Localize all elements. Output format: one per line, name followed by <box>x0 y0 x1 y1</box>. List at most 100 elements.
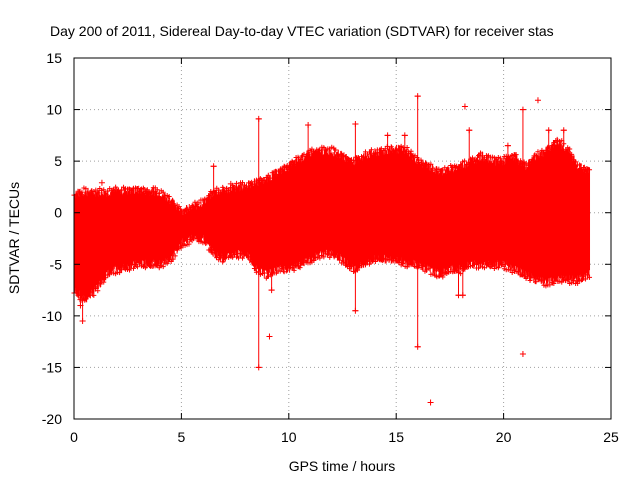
data-point <box>559 279 565 285</box>
data-point <box>253 177 259 183</box>
data-point <box>525 273 531 279</box>
data-point <box>297 265 303 271</box>
spike-point <box>401 132 408 139</box>
data-point <box>426 265 432 271</box>
data-point <box>525 162 531 168</box>
x-tick-label: 5 <box>178 429 186 445</box>
data-point <box>475 265 481 271</box>
data-point <box>297 156 303 162</box>
y-tick-label: -20 <box>42 411 62 427</box>
data-point <box>410 260 416 266</box>
data-point <box>134 264 140 270</box>
spike-point <box>427 399 434 406</box>
x-tick-label: 20 <box>496 429 512 445</box>
data-point <box>400 261 406 267</box>
plot-frame <box>73 57 612 420</box>
data-point <box>472 261 478 267</box>
spike-point <box>79 318 86 325</box>
data-point <box>527 159 533 165</box>
data-point <box>265 172 271 178</box>
data-point <box>208 247 214 253</box>
data-point <box>547 146 553 152</box>
data-point <box>101 279 107 285</box>
data-point <box>176 204 182 210</box>
data-point <box>567 146 573 152</box>
spike-point <box>466 127 473 134</box>
data-point <box>136 260 142 266</box>
data-point <box>577 162 583 168</box>
x-tick-label: 25 <box>603 429 619 445</box>
data-point <box>499 159 505 165</box>
data-point <box>543 147 549 153</box>
data-point <box>456 164 462 170</box>
data-point <box>450 269 456 275</box>
data-point <box>251 266 257 272</box>
data-point <box>315 150 321 156</box>
data-point <box>117 270 123 276</box>
data-point <box>291 162 297 168</box>
data-point <box>95 288 101 294</box>
chart-title: Day 200 of 2011, Sidereal Day-to-day VTE… <box>50 23 554 39</box>
data-point <box>164 260 170 266</box>
data-point <box>420 263 426 269</box>
data-point <box>533 279 539 285</box>
y-tick-label: 10 <box>46 102 62 118</box>
data-point <box>218 189 224 195</box>
data-point <box>186 241 192 247</box>
data-point <box>408 148 414 154</box>
data-point <box>529 156 535 162</box>
spike-point <box>461 103 468 110</box>
data-point <box>372 259 378 265</box>
data-point <box>160 189 166 195</box>
x-tick-label: 10 <box>281 429 297 445</box>
spike-point <box>519 106 526 113</box>
x-axis-label: GPS time / hours <box>289 458 396 474</box>
data-point <box>372 151 378 157</box>
data-point <box>477 150 483 156</box>
data-point <box>204 240 210 246</box>
y-axis-label: SDTVAR / TECUs <box>6 182 22 294</box>
data-point <box>360 154 366 160</box>
data-point <box>333 147 339 153</box>
data-point <box>281 269 287 275</box>
data-point <box>404 145 410 151</box>
spike-point <box>534 97 541 104</box>
data-point <box>105 188 111 194</box>
data-point <box>95 190 101 196</box>
data-point <box>317 255 323 261</box>
data-point <box>111 187 117 193</box>
axes: 0 5 10 15 20 25 -20 -15 -10 -5 0 5 10 15 <box>42 50 619 445</box>
data-point <box>91 292 97 298</box>
data-point <box>261 177 267 183</box>
data-point <box>303 154 309 160</box>
data-point <box>364 258 370 264</box>
spike-point <box>227 180 234 187</box>
data-point <box>317 148 323 154</box>
data-point <box>156 190 162 196</box>
data-point <box>240 180 246 186</box>
spike-point <box>560 127 567 134</box>
data-point <box>194 235 200 241</box>
data-point <box>236 184 242 190</box>
data-point <box>497 155 503 161</box>
x-tick-label: 15 <box>388 429 404 445</box>
data-point <box>79 189 85 195</box>
x-tick-label: 0 <box>70 429 78 445</box>
data-point <box>93 187 99 193</box>
data-point <box>388 144 394 150</box>
data-point <box>368 147 374 153</box>
data-point <box>140 185 146 191</box>
data-point <box>154 187 160 193</box>
data-point <box>587 274 593 280</box>
spike-point <box>545 127 552 134</box>
data-point <box>232 187 238 193</box>
data-point <box>83 186 89 192</box>
data-point <box>220 184 226 190</box>
spike-point <box>384 132 391 139</box>
data-point <box>527 278 533 284</box>
spike-point <box>352 121 359 128</box>
spike-point <box>210 163 217 170</box>
y-tick-label: -10 <box>42 308 62 324</box>
data-point <box>89 290 95 296</box>
data-point <box>551 280 557 286</box>
